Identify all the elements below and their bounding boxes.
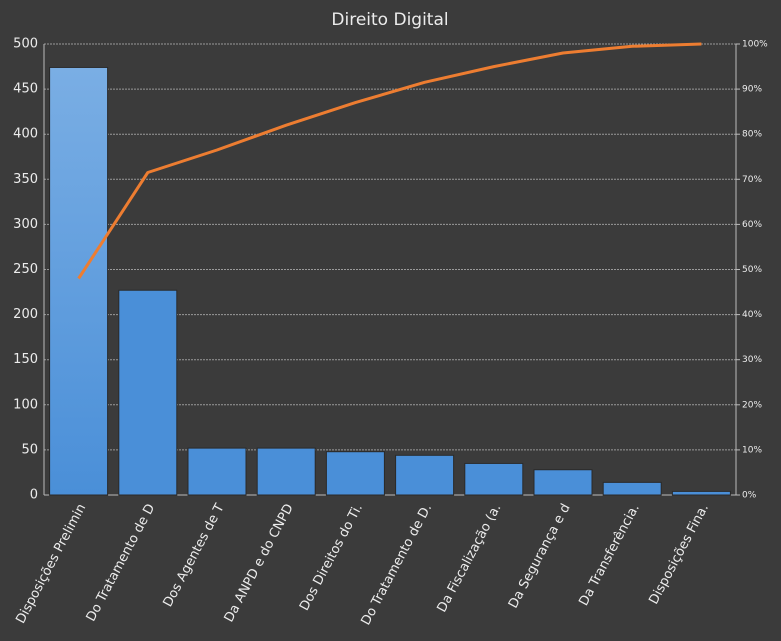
y2-tick-label: 20% (742, 400, 762, 410)
bar (464, 462, 524, 496)
y-tick-label: 400 (13, 127, 38, 142)
y2-tick-label: 70% (742, 175, 762, 185)
y2-tick-label: 80% (742, 130, 762, 140)
bar (325, 451, 385, 496)
bar (602, 481, 662, 496)
chart-title: Direito Digital (331, 10, 448, 30)
y2-tick-label: 50% (742, 265, 762, 275)
y-tick-label: 350 (13, 172, 38, 187)
y2-tick-label: 100% (742, 40, 768, 50)
y2-tick-label: 0% (742, 491, 757, 501)
bar (533, 469, 593, 496)
y-tick-label: 500 (13, 37, 38, 52)
cumulative-line (77, 42, 702, 280)
y-tick-label: 300 (13, 217, 38, 232)
bar (118, 289, 178, 496)
bar (256, 447, 316, 496)
y-tick-label: 200 (13, 307, 38, 322)
y2-tick-label: 10% (742, 445, 762, 455)
bar (187, 447, 247, 496)
y-tick-label: 150 (13, 352, 38, 367)
y2-tick-label: 30% (742, 355, 762, 365)
y-tick-label: 250 (13, 262, 38, 277)
y-tick-label: 50 (21, 442, 38, 457)
bar (395, 454, 455, 496)
y-tick-label: 450 (13, 82, 38, 97)
bar (671, 490, 731, 496)
y2-tick-label: 60% (742, 220, 762, 230)
y-tick-label: 100 (13, 397, 38, 412)
y2-tick-label: 40% (742, 310, 762, 320)
y2-tick-label: 90% (742, 85, 762, 95)
bar (49, 66, 109, 496)
y-tick-label: 0 (30, 488, 38, 503)
